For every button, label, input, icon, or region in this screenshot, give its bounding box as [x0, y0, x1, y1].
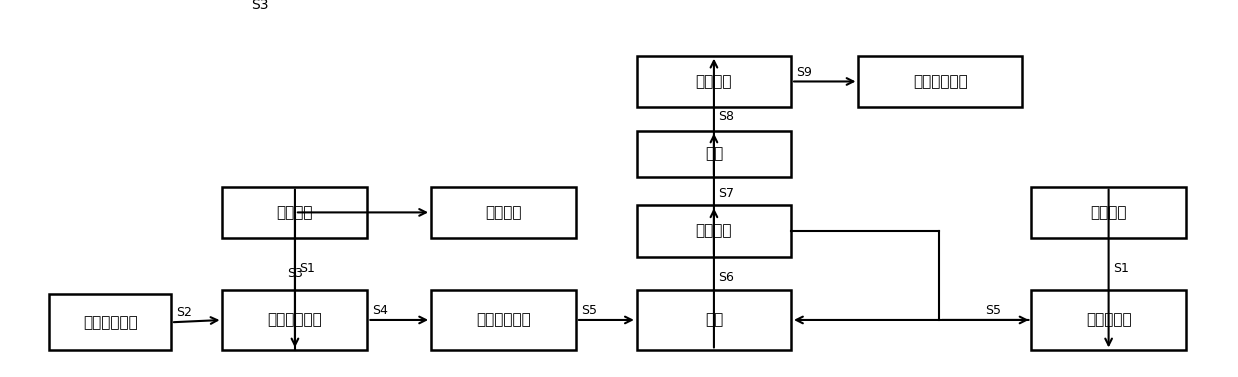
Bar: [223, 187, 368, 238]
Text: 电源模块: 电源模块: [1091, 205, 1127, 220]
Text: S5: S5: [581, 304, 597, 317]
Text: S4: S4: [373, 304, 387, 317]
Text: 超声激励模块: 超声激励模块: [477, 313, 531, 328]
Text: S2: S2: [176, 307, 192, 319]
Text: S5: S5: [984, 304, 1000, 317]
Text: S1: S1: [1113, 262, 1129, 275]
Text: S1: S1: [300, 262, 316, 275]
Text: S6: S6: [718, 271, 734, 284]
Text: S3: S3: [251, 0, 269, 12]
Bar: [636, 290, 791, 350]
Text: S9: S9: [796, 66, 812, 79]
Text: 电源模块: 电源模块: [276, 205, 313, 220]
Text: 信号发生模块: 信号发生模块: [83, 315, 137, 330]
Text: 大鼠: 大鼠: [704, 146, 723, 161]
Text: 检测模块: 检测模块: [485, 205, 521, 220]
Text: S7: S7: [718, 187, 734, 200]
Bar: [636, 130, 791, 177]
Bar: [636, 56, 791, 107]
Text: 细胞: 细胞: [704, 313, 723, 328]
Bar: [431, 187, 576, 238]
Bar: [1031, 290, 1186, 350]
Text: 磁激励模块: 磁激励模块: [1086, 313, 1132, 328]
Bar: [1031, 187, 1186, 238]
Text: 细胞评价: 细胞评价: [696, 224, 732, 239]
Bar: [431, 290, 576, 350]
Bar: [636, 205, 791, 257]
Text: S3: S3: [287, 267, 303, 280]
Bar: [50, 294, 171, 350]
Bar: [858, 56, 1023, 107]
Text: S8: S8: [718, 110, 734, 123]
Text: 驱动放大模块: 驱动放大模块: [267, 313, 322, 328]
Bar: [223, 290, 368, 350]
Text: 大鼠评价: 大鼠评价: [696, 74, 732, 89]
Text: 修复效果评价: 修复效果评价: [912, 74, 968, 89]
